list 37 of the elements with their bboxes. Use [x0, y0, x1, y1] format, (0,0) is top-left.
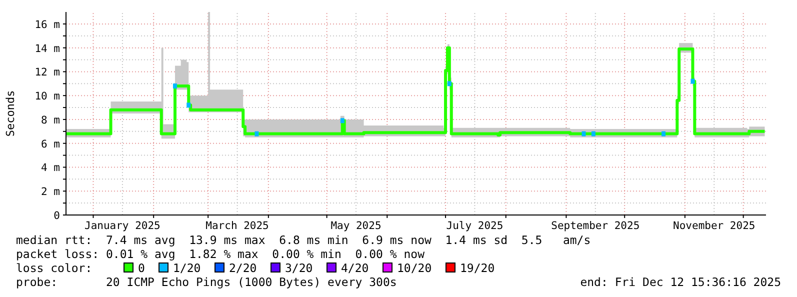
- y-tick-label: 0: [54, 210, 60, 222]
- point: [186, 102, 191, 108]
- legend-label: 4/20: [341, 261, 369, 275]
- y-tick-label: 16 m: [34, 18, 60, 31]
- point: [591, 131, 596, 136]
- y-axis-title: Seconds: [4, 90, 17, 137]
- text: packet loss: 0.01 % avg 1.82 % max 0.00 % min 0.00 % now: [16, 247, 425, 261]
- x-tick-label: March 2025: [206, 220, 269, 232]
- y-tick-label: 2 m: [41, 186, 60, 198]
- x-tick-label: September 2025: [551, 220, 640, 232]
- y-tick-label: 6 m: [41, 138, 60, 150]
- point: [340, 118, 344, 124]
- y-tick-label: 8 m: [41, 114, 60, 126]
- point: [254, 131, 259, 136]
- point: [447, 81, 452, 86]
- y-tick-label: 4 m: [41, 162, 60, 174]
- legend-label: 3/20: [285, 261, 313, 275]
- point: [662, 131, 666, 136]
- x-tick-label: November 2025: [673, 220, 756, 232]
- point: [172, 84, 177, 89]
- x-tick-label: January 2025: [84, 220, 160, 232]
- text: end: Fri Dec 12 15:36:16 2025: [580, 275, 781, 289]
- text: median rtt: 7.4 ms avg 13.9 ms max 6.8 ms min 6.9 ms now 1.4 ms sd 5.5 am/s: [16, 233, 591, 247]
- x-tick-label: July 2025: [446, 220, 504, 232]
- legend-title: loss color:: [16, 261, 92, 275]
- y-tick-label: 14 m: [34, 42, 60, 55]
- text: probe: 20 ICMP Echo Pings (1000 Bytes) every 300s: [16, 275, 397, 289]
- point: [582, 131, 586, 136]
- x-tick-label: May 2025: [330, 220, 382, 232]
- legend-label: 0: [138, 261, 145, 275]
- point: [690, 78, 695, 84]
- legend-label: 1/20: [173, 261, 201, 275]
- y-tick-label: 10 m: [34, 90, 60, 103]
- legend-label: 2/20: [229, 261, 257, 275]
- legend-label: 19/20: [460, 261, 495, 275]
- y-tick-label: 12 m: [34, 66, 60, 79]
- legend-label: 10/20: [397, 261, 432, 275]
